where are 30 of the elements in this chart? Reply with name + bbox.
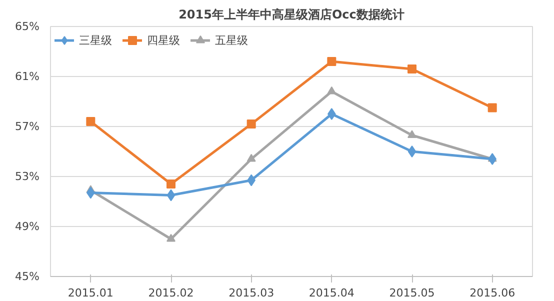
point	[408, 146, 416, 158]
point	[327, 86, 336, 94]
point	[488, 153, 496, 165]
point	[328, 108, 336, 120]
chart-title: 2015年上半年中高星级酒店Occ数据统计	[178, 8, 404, 22]
point	[166, 234, 176, 242]
point	[246, 120, 256, 128]
y-tick-label: 45%	[15, 270, 40, 283]
point	[166, 189, 176, 202]
x-tick-label: 2015.01	[68, 286, 114, 300]
point	[86, 117, 96, 126]
point	[408, 130, 416, 138]
y-tick-label: 53%	[15, 170, 40, 183]
x-tick-label: 2015.06	[470, 286, 516, 300]
point	[408, 64, 416, 74]
point	[327, 57, 336, 66]
y-tick-label: 57%	[15, 120, 40, 133]
x-tick-label: 2015.04	[308, 286, 354, 300]
x-tick-label: 2015.03	[228, 286, 274, 300]
legend-label: 四星级	[147, 32, 180, 48]
x-tick-label: 2015.05	[389, 286, 435, 300]
y-tick-label: 49%	[15, 220, 40, 233]
y-tick-label: 61%	[15, 70, 40, 83]
point	[488, 103, 497, 112]
legend-label: 三星级	[79, 32, 112, 48]
legend-label: 五星级	[215, 32, 248, 48]
x-tick-label: 2015.02	[148, 286, 194, 300]
y-tick-label: 65%	[15, 20, 40, 33]
point	[246, 154, 256, 162]
point	[166, 180, 176, 188]
